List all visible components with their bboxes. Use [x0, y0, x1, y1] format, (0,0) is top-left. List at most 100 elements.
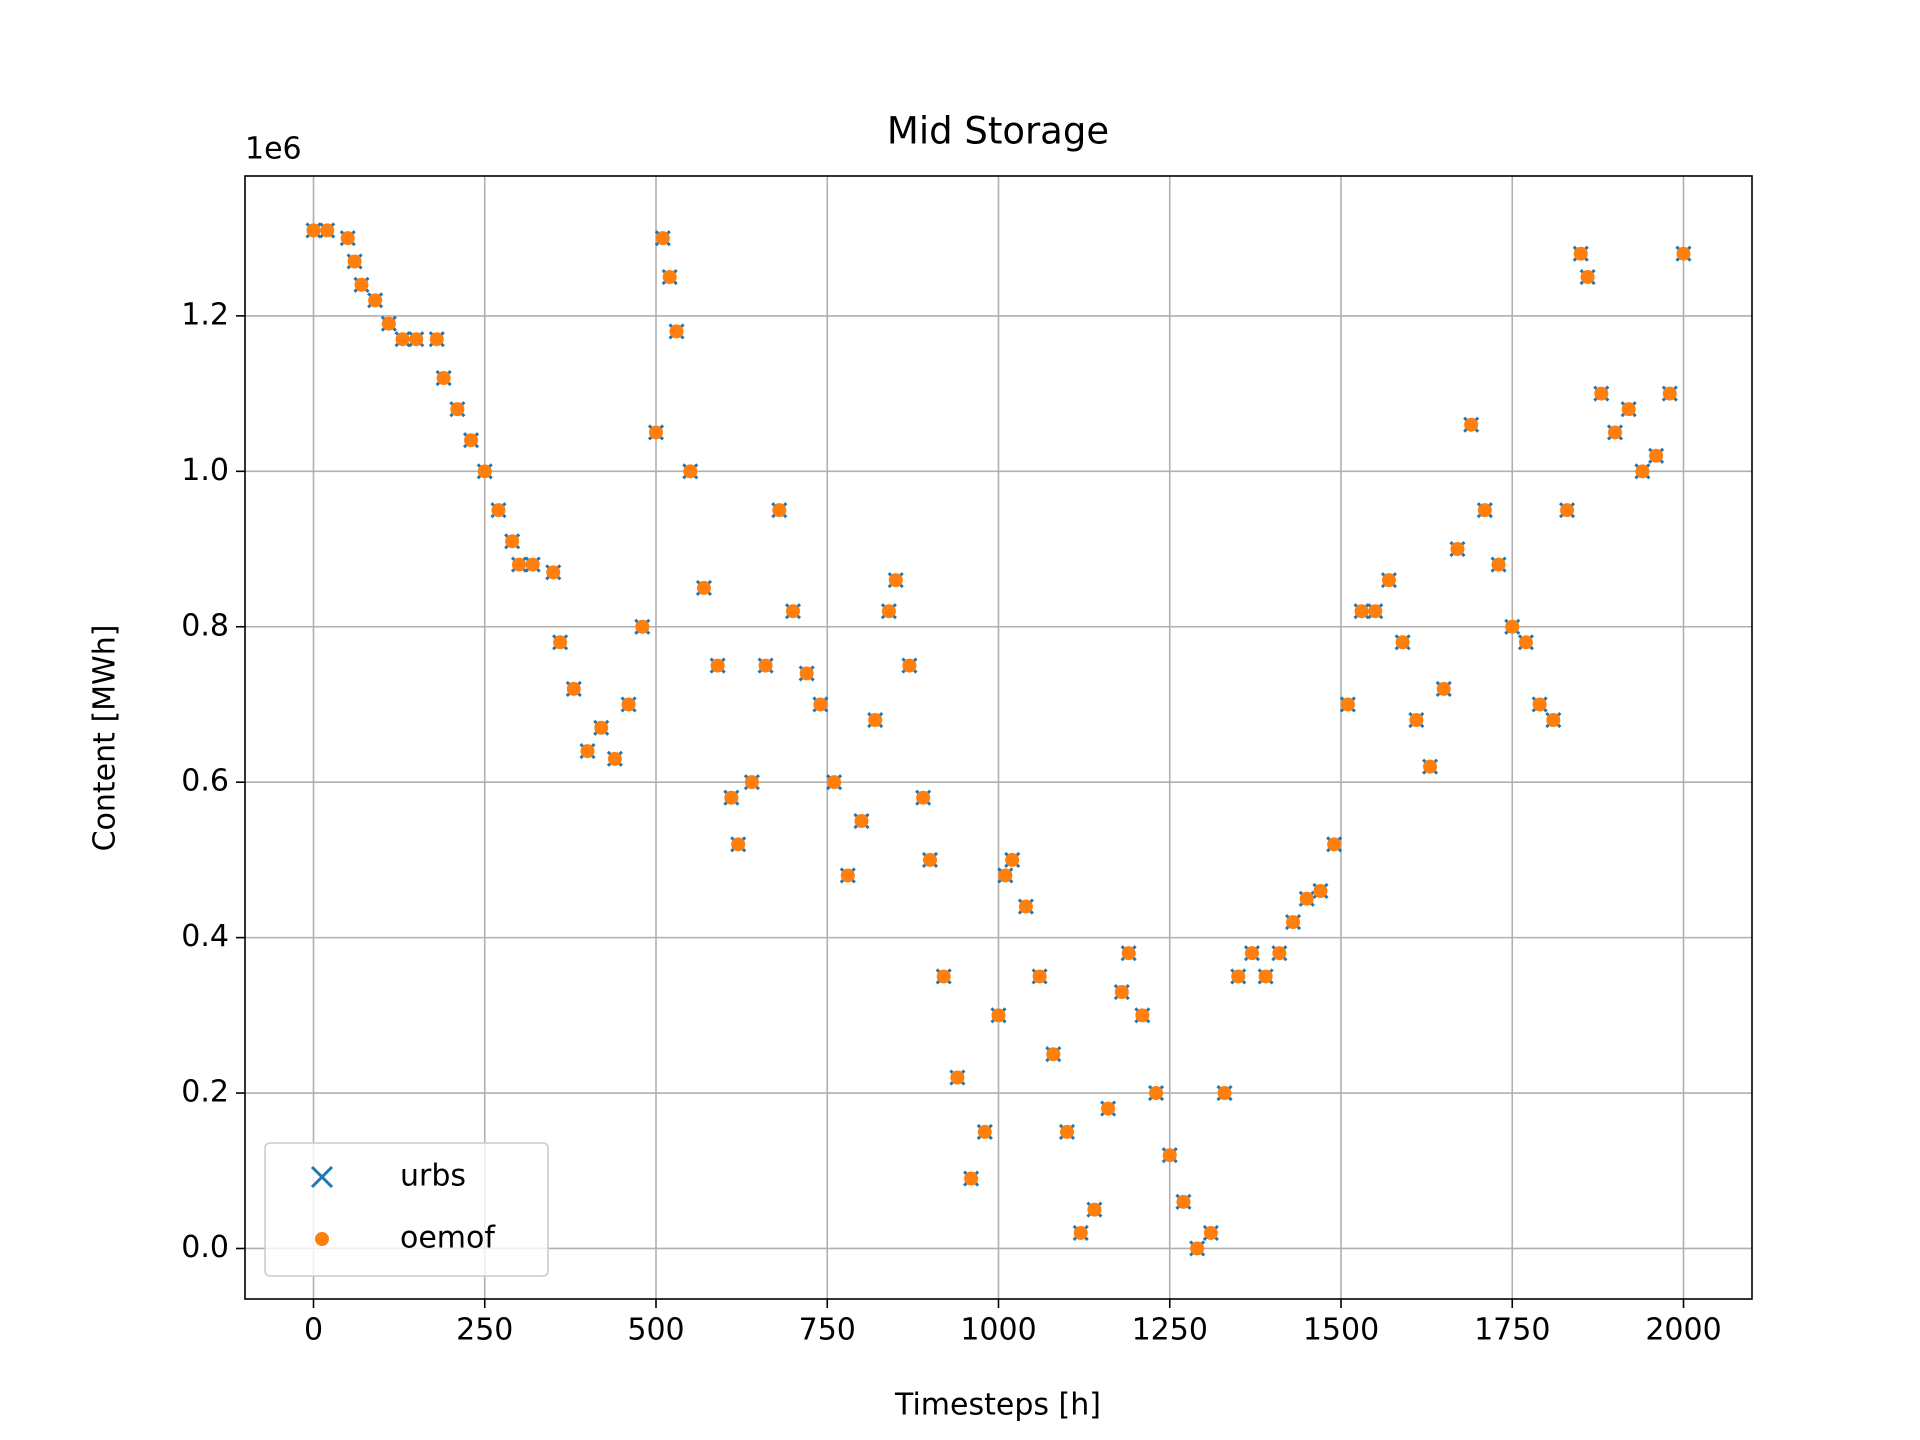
point: [1546, 713, 1561, 728]
point: [1450, 542, 1465, 557]
point: [991, 1008, 1006, 1023]
point: [1573, 246, 1588, 261]
legend-label: urbs: [400, 1159, 466, 1194]
y-tick-label: 1.0: [181, 453, 229, 488]
point: [1258, 969, 1273, 984]
point: [1381, 573, 1396, 588]
point: [964, 1171, 979, 1186]
legend-entry: oemof: [315, 1221, 496, 1256]
x-tick-label: 1000: [960, 1313, 1036, 1348]
point: [758, 658, 773, 673]
point: [1032, 969, 1047, 984]
point: [1135, 1008, 1150, 1023]
point: [1477, 503, 1492, 518]
point: [868, 713, 883, 728]
point: [662, 270, 677, 285]
point: [1244, 946, 1259, 961]
point: [1121, 946, 1136, 961]
point: [395, 332, 410, 347]
point: [916, 790, 931, 805]
point: [1464, 417, 1479, 432]
point: [368, 293, 383, 308]
point: [512, 557, 526, 572]
point: [409, 332, 424, 347]
legend-box: [264, 1142, 549, 1277]
point: [1272, 946, 1287, 961]
point: [1649, 448, 1664, 463]
y-axis-label: Content [MWh]: [88, 625, 123, 852]
point: [1354, 604, 1369, 619]
point: [923, 852, 937, 867]
legend-entry: urbs: [310, 1159, 466, 1194]
point: [1560, 503, 1575, 518]
point: [786, 604, 800, 619]
y-tick-label: 0.4: [181, 919, 229, 954]
point: [1087, 1202, 1102, 1217]
point: [340, 231, 355, 246]
x-tick-label: 0: [304, 1313, 323, 1348]
point: [1491, 557, 1506, 572]
point: [1423, 759, 1438, 774]
point: [888, 573, 903, 588]
point: [1060, 1124, 1074, 1139]
point: [1505, 619, 1520, 634]
y-tick-label: 0.2: [181, 1075, 229, 1110]
point: [635, 619, 650, 634]
point: [669, 324, 684, 339]
y-tick-label: 0.0: [181, 1230, 229, 1265]
point: [1662, 386, 1677, 401]
point: [1203, 1225, 1218, 1240]
point: [607, 751, 622, 766]
x-tick-label: 1500: [1303, 1313, 1379, 1348]
point: [1217, 1086, 1232, 1101]
point: [881, 604, 896, 619]
point: [1162, 1148, 1177, 1163]
point: [1313, 883, 1328, 898]
point: [1409, 713, 1424, 728]
point: [840, 868, 855, 883]
point: [649, 425, 663, 440]
point: [306, 223, 321, 238]
point: [546, 565, 561, 580]
point: [505, 534, 520, 549]
point: [594, 720, 609, 735]
x-axis-label: Timesteps [h]: [894, 1388, 1101, 1423]
point: [1286, 915, 1301, 930]
point: [998, 868, 1013, 883]
point: [1190, 1241, 1205, 1256]
point: [1532, 697, 1547, 712]
x-tick-label: 1250: [1132, 1313, 1208, 1348]
plot-frame: [244, 175, 1753, 1300]
point: [1231, 969, 1246, 984]
x-tick-label: 250: [456, 1313, 513, 1348]
point: [1518, 635, 1533, 650]
point: [950, 1070, 965, 1085]
point: [491, 503, 506, 518]
point: [1580, 270, 1595, 285]
point: [1594, 386, 1609, 401]
point: [525, 557, 540, 572]
point: [381, 316, 396, 331]
point: [813, 697, 828, 712]
point: [772, 503, 787, 518]
point: [1101, 1101, 1116, 1116]
point: [1073, 1225, 1088, 1240]
point: [1676, 246, 1691, 261]
point: [936, 969, 951, 984]
point: [1327, 837, 1342, 852]
x-tick-label: 2000: [1645, 1313, 1721, 1348]
y-tick-label: 0.6: [181, 764, 229, 799]
point: [354, 277, 369, 292]
point: [731, 837, 746, 852]
point: [1149, 1086, 1164, 1101]
point: [1176, 1194, 1191, 1209]
legend-label: oemof: [400, 1221, 496, 1256]
point: [1635, 464, 1650, 479]
point: [347, 254, 362, 269]
point: [977, 1124, 992, 1139]
point: [1340, 697, 1355, 712]
point: [580, 744, 595, 759]
point: [724, 790, 739, 805]
point: [450, 402, 465, 417]
